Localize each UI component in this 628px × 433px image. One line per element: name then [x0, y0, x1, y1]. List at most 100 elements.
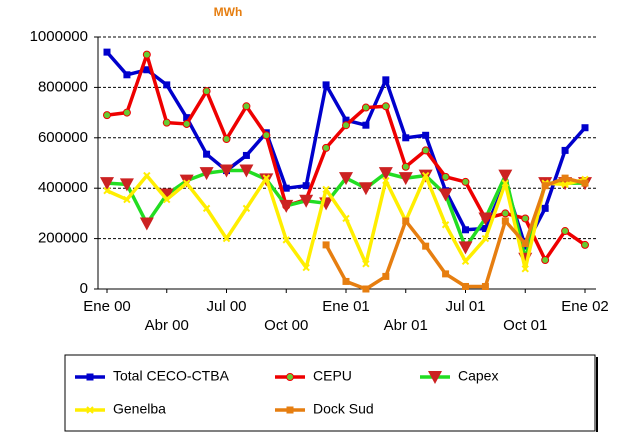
point: [521, 240, 529, 248]
point: [282, 236, 290, 244]
point: [142, 50, 151, 59]
y-tick-label: 0: [80, 280, 88, 297]
point: [441, 221, 450, 229]
point: [362, 285, 370, 293]
x-tick-label: Jul 00: [206, 298, 246, 315]
legend-label: Capex: [458, 368, 498, 384]
x-tick-label: Oct 01: [503, 317, 547, 334]
point: [442, 270, 450, 278]
point: [182, 179, 191, 187]
point: [123, 71, 131, 79]
y-tick-label: 1000000: [30, 28, 88, 45]
y-tick-label: 400000: [38, 179, 88, 196]
point: [342, 121, 350, 130]
point: [143, 171, 151, 180]
point: [561, 227, 570, 236]
point: [521, 265, 529, 273]
legend-label: Total CECO-CTBA: [113, 368, 230, 384]
x-tick-label: Ene 02: [561, 298, 609, 315]
x-tick-label: Ene 00: [83, 298, 131, 315]
point: [139, 217, 154, 231]
point: [361, 103, 370, 112]
point: [501, 179, 510, 187]
point: [438, 188, 453, 202]
point: [342, 277, 350, 285]
point: [561, 180, 569, 189]
point: [183, 114, 191, 122]
point: [302, 263, 310, 272]
legend-marker: [86, 406, 94, 414]
point: [378, 167, 393, 181]
point: [122, 108, 131, 117]
point: [159, 188, 174, 202]
point: [162, 118, 171, 127]
legend-marker: [286, 406, 294, 414]
point: [501, 209, 510, 218]
legend-marker: [86, 373, 94, 381]
point: [478, 212, 493, 226]
point: [242, 204, 251, 213]
point: [103, 111, 111, 120]
chart-subtitle: MWh: [214, 5, 243, 19]
x-tick-label: Oct 00: [264, 317, 308, 334]
point: [342, 214, 350, 223]
legend-marker: [286, 373, 294, 381]
point: [202, 204, 211, 213]
point: [398, 172, 413, 186]
point: [362, 121, 370, 129]
point: [461, 177, 470, 186]
point: [299, 194, 314, 208]
point: [462, 282, 469, 290]
point: [421, 171, 430, 180]
point: [461, 257, 470, 265]
point: [322, 185, 330, 194]
point: [382, 272, 390, 280]
point: [561, 146, 569, 154]
point: [322, 143, 331, 152]
point: [119, 178, 134, 192]
x-tick-label: Abr 00: [145, 317, 189, 334]
point: [422, 131, 430, 139]
point: [100, 177, 114, 191]
x-tick-label: Jul 01: [445, 298, 485, 315]
point: [123, 195, 131, 204]
point: [581, 179, 589, 187]
point: [381, 102, 390, 111]
point: [382, 176, 390, 185]
y-tick-label: 200000: [38, 230, 88, 247]
point: [222, 234, 231, 243]
point: [541, 182, 549, 190]
point: [262, 131, 271, 140]
legend-label: Genelba: [113, 401, 166, 417]
point: [219, 164, 234, 178]
point: [402, 134, 410, 142]
point: [182, 119, 191, 128]
point: [202, 87, 211, 96]
point: [521, 214, 530, 223]
point: [462, 226, 469, 234]
point: [163, 195, 171, 204]
point: [382, 76, 390, 84]
point: [541, 256, 550, 265]
point: [421, 146, 430, 155]
point: [581, 240, 589, 249]
point: [179, 174, 194, 188]
x-tick-label: Abr 01: [384, 317, 428, 334]
legend-label: CEPU: [313, 368, 352, 384]
point: [498, 169, 513, 183]
point: [441, 172, 450, 181]
point: [481, 225, 489, 233]
point: [199, 167, 214, 181]
point: [203, 150, 211, 158]
point: [481, 282, 489, 290]
point: [222, 135, 231, 144]
point: [561, 174, 569, 182]
point: [501, 217, 509, 225]
point: [302, 182, 310, 190]
point: [458, 241, 473, 255]
series-line: [106, 173, 586, 271]
series-line: [324, 176, 586, 291]
x-tick-label: Ene 01: [322, 298, 370, 315]
point: [322, 81, 330, 89]
